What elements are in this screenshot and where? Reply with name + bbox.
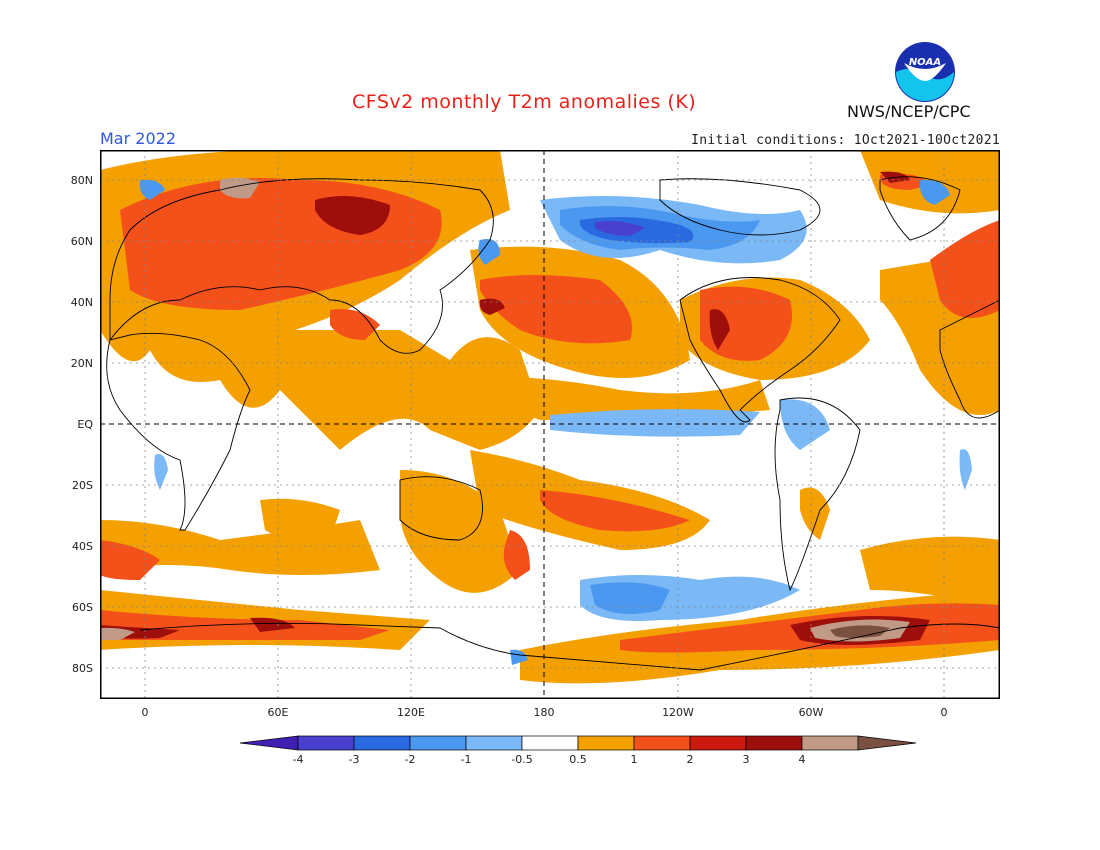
noaa-logo: NOAA [895, 42, 955, 102]
map-frame [100, 150, 1000, 699]
cool-anomalies [139, 179, 972, 665]
colorbar-swatch [465, 735, 523, 751]
lat-label: 40S [72, 540, 93, 553]
colorbar-arrow-left [239, 735, 299, 751]
lat-label: EQ [77, 418, 93, 431]
coastlines [106, 176, 1000, 671]
colorbar-swatch [297, 735, 355, 751]
logo-text: NOAA [909, 57, 941, 68]
colorbar-arrow-right [857, 735, 917, 751]
colorbar-swatch [689, 735, 747, 751]
colorbar-label: -0.5 [511, 753, 532, 766]
chart-title: CFSv2 monthly T2m anomalies (K) [352, 91, 697, 113]
agency-label: NWS/NCEP/CPC [847, 102, 971, 121]
colorbar-label: 2 [687, 753, 694, 766]
lon-label: 120E [397, 706, 425, 719]
lon-label: 60E [268, 706, 289, 719]
lat-axis: 80N 60N 40N 20N EQ 20S 40S 60S 80S [71, 174, 94, 675]
warm-anomaly-extreme [100, 177, 910, 642]
colorbar-swatch [745, 735, 803, 751]
forecast-period: Mar 2022 [100, 129, 176, 148]
lat-label: 60N [71, 235, 93, 248]
colorbar-label: 4 [799, 753, 806, 766]
colorbar-swatch [577, 735, 635, 751]
colorbar-label: 3 [743, 753, 750, 766]
lon-axis: 0 60E 120E 180 120W 60W 0 [142, 706, 948, 719]
equator-dateline [100, 150, 1000, 699]
colorbar-swatch [353, 735, 411, 751]
lat-label: 80N [71, 174, 93, 187]
colorbar: -4 -3 -2 -1 -0.5 0.5 1 2 3 4 [239, 735, 917, 766]
lon-label: 0 [941, 706, 948, 719]
colorbar-swatch [633, 735, 691, 751]
lon-label: 180 [534, 706, 555, 719]
colorbar-swatch [409, 735, 467, 751]
lat-label: 40N [71, 296, 93, 309]
lon-label: 0 [142, 706, 149, 719]
lat-label: 80S [72, 662, 93, 675]
graticule [100, 150, 1000, 699]
colorbar-swatch [521, 735, 579, 751]
colorbar-label: 0.5 [569, 753, 587, 766]
colorbar-label: -4 [293, 753, 304, 766]
colorbar-label: -3 [349, 753, 360, 766]
map-svg [100, 150, 1000, 699]
anomaly-map [100, 150, 1000, 699]
initial-conditions: Initial conditions: 1Oct2021-10Oct2021 [691, 133, 1000, 148]
colorbar-label: -1 [461, 753, 472, 766]
colorbar-label: -2 [405, 753, 416, 766]
colorbar-swatch [801, 735, 859, 751]
lon-label: 120W [662, 706, 694, 719]
lon-label: 60W [799, 706, 824, 719]
lat-label: 60S [72, 601, 93, 614]
lat-label: 20N [71, 357, 93, 370]
lat-label: 20S [72, 479, 93, 492]
colorbar-label: 1 [631, 753, 638, 766]
